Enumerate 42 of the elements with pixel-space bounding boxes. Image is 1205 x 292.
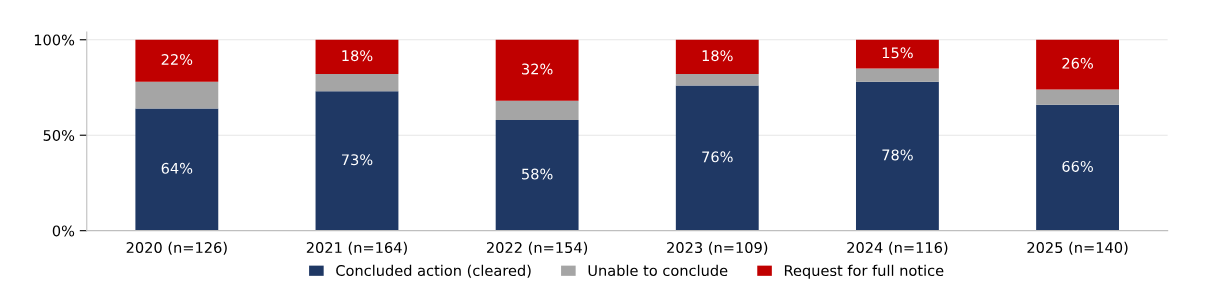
bar xyxy=(1036,104,1120,231)
bar xyxy=(495,100,579,120)
x-tick-label: 2025 (n=140) xyxy=(1027,241,1128,255)
bar xyxy=(315,74,399,92)
bar xyxy=(315,91,399,231)
data-label: 78% xyxy=(882,149,913,161)
bar xyxy=(1036,89,1120,105)
data-label: 76% xyxy=(702,151,733,163)
bar xyxy=(1036,39,1120,90)
bar xyxy=(495,119,579,231)
y-tick-label: 50% xyxy=(43,129,75,141)
bar xyxy=(675,39,759,75)
bar xyxy=(135,39,219,82)
data-label: 73% xyxy=(341,154,373,166)
legend-label: Request for full notice xyxy=(784,264,944,279)
y-tick-label: 100% xyxy=(34,34,75,46)
x-tick-label: 2023 (n=109) xyxy=(667,241,768,255)
bar xyxy=(855,68,939,82)
y-tick-label: 0% xyxy=(52,225,75,237)
x-tick-label: 2020 (n=126) xyxy=(126,241,227,255)
bar xyxy=(315,39,399,75)
data-label: 15% xyxy=(882,47,913,59)
bar xyxy=(675,85,759,231)
legend-label: Unable to conclude xyxy=(588,264,728,277)
bar xyxy=(135,81,219,109)
bar xyxy=(855,39,939,69)
bar xyxy=(675,74,759,86)
bar xyxy=(855,81,939,231)
x-tick-label: 2021 (n=164) xyxy=(306,241,407,255)
data-label: 66% xyxy=(1062,160,1093,172)
legend-label: Concluded action (cleared) xyxy=(336,264,531,278)
data-label: 26% xyxy=(1062,57,1093,69)
x-tick-label: 2022 (n=154) xyxy=(486,241,588,255)
data-label: 32% xyxy=(522,63,553,75)
data-label: 58% xyxy=(522,168,553,180)
data-label: 18% xyxy=(342,50,373,62)
data-label: 18% xyxy=(702,50,733,62)
data-label: 64% xyxy=(161,162,193,174)
x-tick-label: 2024 (n=116) xyxy=(847,241,948,255)
data-label: 22% xyxy=(161,53,193,65)
bar xyxy=(495,39,579,101)
bar xyxy=(135,108,219,231)
